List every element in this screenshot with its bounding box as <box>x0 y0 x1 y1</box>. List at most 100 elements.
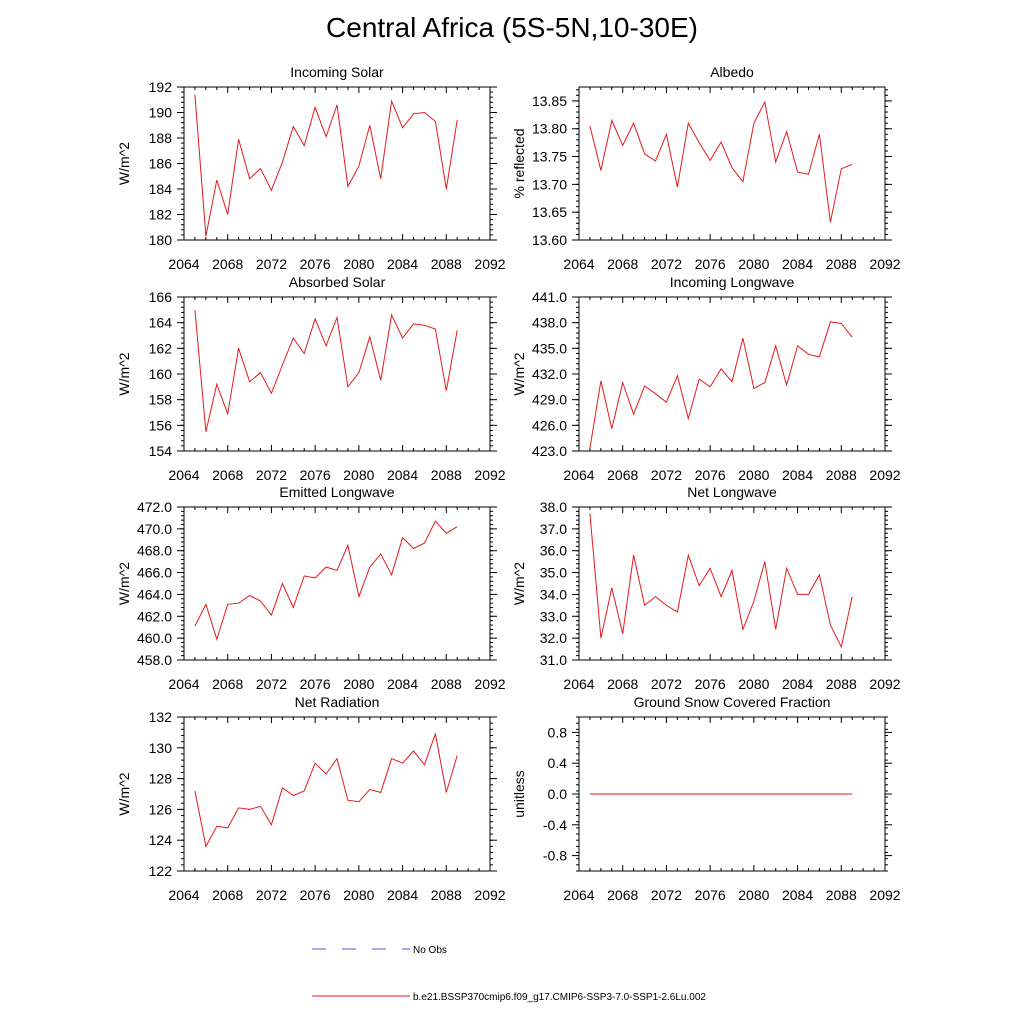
x-tick-label: 2064 <box>168 676 199 692</box>
y-tick-label: 460.0 <box>137 630 172 646</box>
y-axis-label: W/m^2 <box>511 562 527 605</box>
y-tick-label: 128 <box>149 771 173 787</box>
panel-7: 2064 2068 2072 2076 2080 2084 2088 2092 122 124 12… <box>116 694 506 903</box>
y-tick-label: 462.0 <box>137 608 172 624</box>
panel-5: 2064 2068 2072 2076 2080 2084 2088 2092 458.0 460… <box>116 484 506 692</box>
y-axis-label: W/m^2 <box>116 562 132 605</box>
y-axis-label: W/m^2 <box>116 142 132 185</box>
x-tick-label: 2072 <box>256 467 287 483</box>
y-tick-label: 13.85 <box>532 93 567 109</box>
y-tick-label: 160 <box>149 366 173 382</box>
x-tick-label: 2088 <box>826 887 857 903</box>
x-tick-label: 2080 <box>343 676 374 692</box>
series-line-1 <box>194 731 458 848</box>
x-tick-label: 2072 <box>651 887 682 903</box>
y-tick-label: 130 <box>149 740 173 756</box>
x-tick-label: 2084 <box>782 676 813 692</box>
y-tick-label: 33.0 <box>540 608 567 624</box>
y-tick-label: 31.0 <box>540 652 567 668</box>
y-axis-label: W/m^2 <box>116 772 132 815</box>
y-tick-label: 35.0 <box>540 565 567 581</box>
y-axis-label: W/m^2 <box>116 352 132 395</box>
x-tick-label: 2080 <box>343 467 374 483</box>
y-tick-label: 188 <box>149 130 173 146</box>
x-tick-label: 2084 <box>387 467 418 483</box>
figure-title: Central Africa (5S-5N,10-30E) <box>326 12 698 43</box>
y-tick-label: 13.65 <box>532 204 567 220</box>
x-tick-label: 2068 <box>607 887 638 903</box>
y-tick-label: 180 <box>149 232 173 248</box>
legend: No Obs b.e21.BSSP370cmip6.f09_g17.CMIP6-… <box>312 945 706 1003</box>
x-tick-label: 2088 <box>431 467 462 483</box>
panel-3: 2064 2068 2072 2076 2080 2084 2088 2092 154 156 15… <box>116 274 506 483</box>
panel-2: 2064 2068 2072 2076 2080 2084 2088 2092 13.60 13.… <box>511 64 901 272</box>
legend-label-model: b.e21.BSSP370cmip6.f09_g17.CMIP6-SSP3-7.… <box>413 992 706 1003</box>
y-tick-label: 132 <box>149 709 173 725</box>
x-tick-label: 2068 <box>607 467 638 483</box>
series-line-1 <box>589 513 853 649</box>
x-tick-label: 2064 <box>563 256 594 272</box>
panel-title: Net Longwave <box>687 484 777 500</box>
plot-frame <box>183 86 491 241</box>
series-line-1 <box>589 321 853 449</box>
panel-title: Ground Snow Covered Fraction <box>634 694 831 710</box>
x-tick-label: 2064 <box>563 887 594 903</box>
x-tick-label: 2092 <box>869 887 900 903</box>
x-tick-label: 2080 <box>738 676 769 692</box>
y-tick-label: 468.0 <box>137 543 172 559</box>
x-tick-label: 2076 <box>300 887 331 903</box>
x-tick-label: 2068 <box>212 887 243 903</box>
panel-title: Incoming Solar <box>290 64 384 80</box>
y-tick-label: 13.60 <box>532 232 567 248</box>
x-tick-label: 2080 <box>738 887 769 903</box>
y-tick-label: 13.75 <box>532 149 567 165</box>
y-tick-label: 441.0 <box>532 289 567 305</box>
y-tick-label: 0.4 <box>548 755 568 771</box>
x-tick-label: 2088 <box>826 256 857 272</box>
panel-1: 2064 2068 2072 2076 2080 2084 2088 2092 180 182 18… <box>116 64 506 272</box>
x-tick-label: 2076 <box>300 467 331 483</box>
legend-label-no-obs: No Obs <box>413 945 447 956</box>
x-tick-label: 2092 <box>474 887 505 903</box>
y-tick-label: 472.0 <box>137 499 172 515</box>
y-tick-label: 154 <box>149 443 173 459</box>
x-tick-label: 2076 <box>695 887 726 903</box>
x-tick-label: 2080 <box>738 467 769 483</box>
y-tick-label: 423.0 <box>532 443 567 459</box>
y-tick-label: 13.70 <box>532 176 567 192</box>
y-tick-label: 156 <box>149 417 173 433</box>
y-tick-label: 190 <box>149 105 173 121</box>
x-tick-label: 2084 <box>782 887 813 903</box>
x-tick-label: 2072 <box>256 887 287 903</box>
y-tick-label: 435.0 <box>532 340 567 356</box>
y-tick-label: -0.8 <box>543 848 567 864</box>
x-tick-label: 2088 <box>826 467 857 483</box>
x-tick-label: 2088 <box>431 256 462 272</box>
series-line-1 <box>194 520 458 641</box>
panel-title: Albedo <box>710 64 754 80</box>
y-tick-label: 32.0 <box>540 630 567 646</box>
panels-group: 2064 2068 2072 2076 2080 2084 2088 2092 180 182 18… <box>116 64 901 903</box>
x-tick-label: 2084 <box>387 887 418 903</box>
y-tick-label: 192 <box>149 79 173 95</box>
panel-title: Absorbed Solar <box>289 274 386 290</box>
y-tick-label: 182 <box>149 207 173 223</box>
x-tick-label: 2092 <box>474 467 505 483</box>
panel-title: Emitted Longwave <box>279 484 394 500</box>
x-tick-label: 2092 <box>869 256 900 272</box>
x-tick-label: 2084 <box>782 256 813 272</box>
x-tick-label: 2064 <box>168 887 199 903</box>
x-tick-label: 2072 <box>651 467 682 483</box>
x-tick-label: 2080 <box>343 256 374 272</box>
x-tick-label: 2084 <box>387 676 418 692</box>
y-tick-label: 438.0 <box>532 315 567 331</box>
y-axis-label: unitless <box>511 770 527 817</box>
y-tick-label: 162 <box>149 340 173 356</box>
x-tick-label: 2064 <box>168 256 199 272</box>
x-tick-label: 2076 <box>695 467 726 483</box>
x-tick-label: 2068 <box>607 256 638 272</box>
x-tick-label: 2088 <box>826 676 857 692</box>
y-tick-label: 124 <box>149 832 173 848</box>
y-tick-label: 37.0 <box>540 521 567 537</box>
